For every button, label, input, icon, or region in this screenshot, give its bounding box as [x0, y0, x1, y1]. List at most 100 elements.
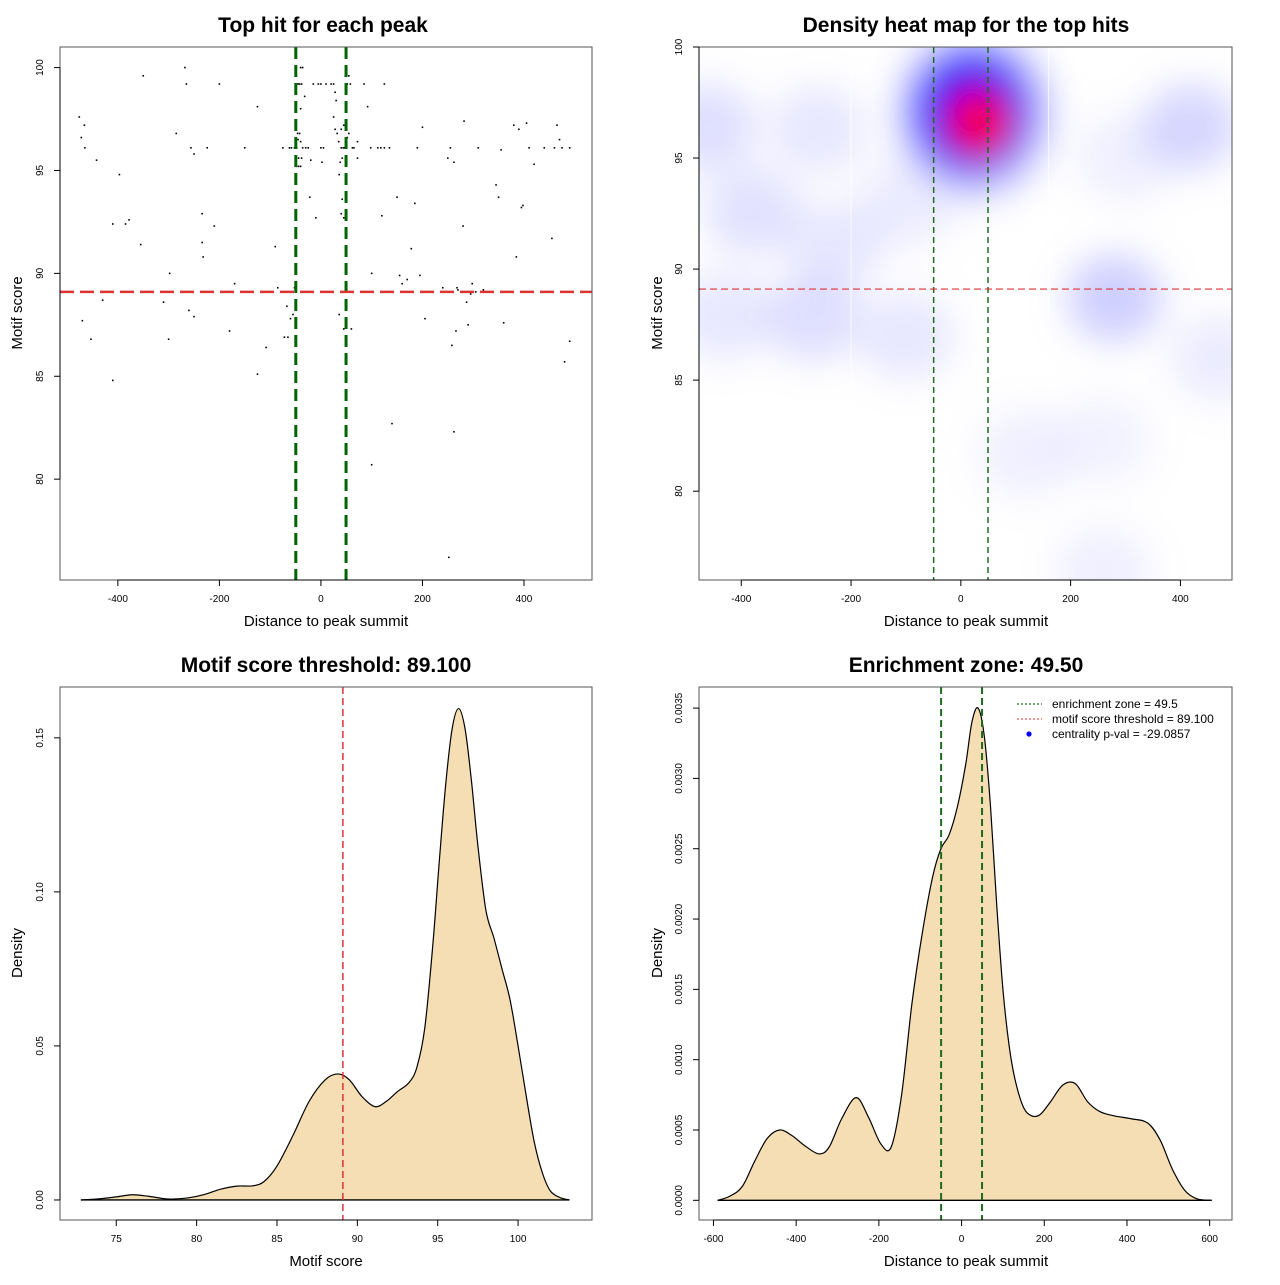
scatter-point	[453, 431, 455, 433]
scatter-point	[568, 340, 571, 343]
scatter-point	[349, 83, 352, 85]
scatter-point	[307, 147, 310, 149]
scatter-point	[370, 463, 373, 466]
scatter-point	[185, 83, 188, 85]
x-tick-label: 0	[959, 1234, 965, 1245]
x-tick-label: 75	[111, 1234, 123, 1245]
scatter-point	[340, 212, 343, 215]
x-axis: -400 -200 0 200 400	[731, 579, 1189, 605]
x-axis-label: Distance to peak summit	[244, 613, 409, 630]
density-fill	[717, 707, 1212, 1201]
chart-title: Motif score threshold: 89.100	[181, 654, 472, 677]
scatter-point	[256, 105, 259, 108]
heatmap-cells	[699, 47, 1232, 580]
chart-title: Density heat map for the top hits	[803, 14, 1130, 37]
scatter-point	[370, 272, 373, 275]
x-axis-label: Motif score	[289, 1253, 362, 1270]
scatter-point	[497, 196, 500, 199]
y-tick-label: 0.0000	[674, 1185, 685, 1216]
scatter-point	[101, 299, 104, 301]
scatter-point	[465, 301, 468, 303]
heatmap-cell	[699, 82, 757, 171]
scatter-point	[533, 163, 535, 166]
x-tick-label: -400	[786, 1234, 806, 1245]
x-axis-label: Distance to peak summit	[884, 613, 1049, 630]
scatter-point	[356, 157, 359, 159]
scatter-point	[124, 223, 127, 225]
scatter-point	[321, 161, 323, 164]
scatter-point	[297, 165, 300, 168]
scatter-point	[340, 147, 343, 149]
scatter-point	[315, 217, 317, 219]
y-axis: 0.0000 0.0005 0.0010 0.0015 0.0020 0.0025 0.00…	[674, 692, 700, 1216]
y-axis-label: Motif score	[9, 276, 26, 349]
score-density-panel: Motif score threshold: 89.100 75 80 85 90 95…	[9, 654, 593, 1270]
scatter-point	[471, 282, 473, 285]
scatter-point	[265, 346, 267, 349]
scatter-point	[342, 147, 345, 149]
scatter-point	[309, 159, 312, 161]
y-tick-label: 0.15	[35, 728, 46, 748]
scatter-point	[162, 301, 165, 303]
scatter-point	[338, 313, 340, 316]
scatter-point	[406, 278, 409, 281]
scatter-point	[477, 147, 480, 149]
scatter-point	[356, 140, 359, 143]
y-tick-label: 0.0025	[674, 833, 685, 864]
scatter-point	[350, 328, 353, 330]
scatter-point	[292, 313, 294, 316]
scatter-point	[298, 132, 301, 135]
legend-item: motif score threshold = 89.100	[1017, 712, 1214, 726]
x-tick-label: 90	[352, 1234, 364, 1245]
y-tick-label: 0.00	[35, 1190, 46, 1210]
y-tick-label: 0.0015	[674, 974, 685, 1005]
scatter-point	[424, 317, 426, 320]
scatter-point	[381, 214, 383, 217]
scatter-point	[290, 147, 293, 149]
scatter-point	[337, 140, 340, 143]
y-tick-label: 0.0010	[674, 1044, 685, 1075]
scatter-point	[334, 128, 336, 131]
scatter-point	[338, 173, 340, 176]
scatter-point	[299, 165, 302, 168]
scatter-point	[342, 124, 345, 127]
scatter-point	[301, 147, 304, 149]
scatter-point	[363, 83, 365, 85]
heatmap-cell	[1170, 313, 1232, 402]
scatter-point	[462, 225, 464, 227]
x-tick-label: 400	[516, 594, 533, 605]
x-tick-label: 200	[1062, 594, 1079, 605]
plot-frame	[59, 46, 593, 581]
scatter-point	[303, 95, 306, 98]
scatter-point	[111, 223, 114, 225]
scatter-point	[441, 286, 444, 289]
heatmap-cell	[978, 409, 1075, 498]
y-axis-label: Density	[649, 927, 666, 978]
chart-title: Enrichment zone: 49.50	[849, 654, 1084, 677]
scatter-point	[563, 361, 566, 363]
scatter-point	[193, 315, 195, 318]
scatter-point	[520, 206, 523, 209]
scatter-point	[95, 159, 98, 161]
x-tick-label: 95	[432, 1234, 444, 1245]
scatter-point	[553, 147, 556, 149]
scatter-point	[416, 147, 419, 149]
scatter-point	[556, 124, 558, 127]
heatmap-cell	[1055, 396, 1152, 485]
y-tick-label: 80	[674, 485, 685, 497]
scatter-point	[341, 157, 344, 159]
scatter-point	[543, 147, 546, 149]
scatter-point	[175, 132, 178, 135]
scatter-point	[449, 147, 452, 149]
scatter-point	[188, 309, 190, 312]
scatter-point	[202, 256, 204, 258]
scatter-point	[297, 83, 299, 85]
scatter-point	[317, 83, 320, 85]
scatter-point	[448, 556, 450, 559]
scatter-point	[332, 83, 335, 85]
scatter-point	[369, 147, 372, 149]
scatter-point	[453, 161, 455, 164]
legend-label: motif score threshold = 89.100	[1052, 712, 1214, 726]
heatmap-cell	[857, 291, 954, 380]
